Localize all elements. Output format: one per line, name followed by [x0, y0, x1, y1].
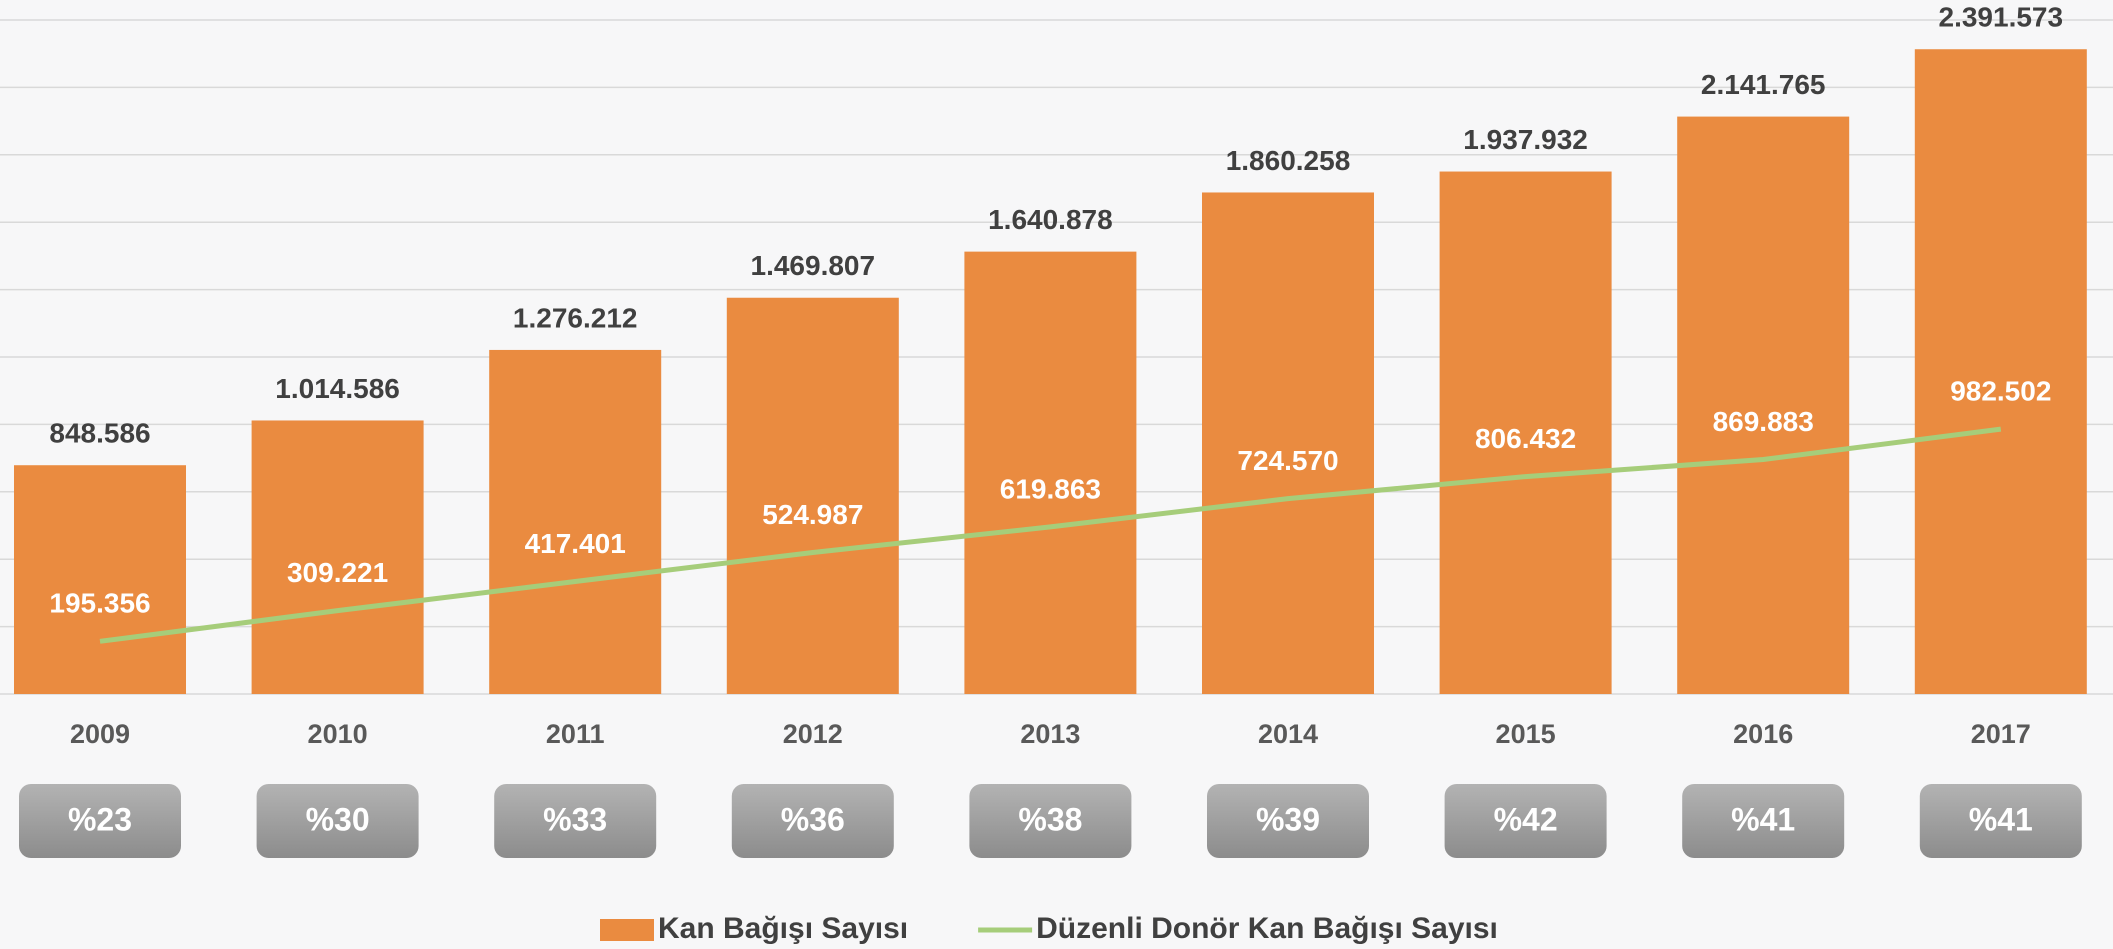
legend-label: Düzenli Donör Kan Bağışı Sayısı	[1036, 912, 1498, 945]
x-tick-label: 2015	[1496, 719, 1556, 749]
ratio-label: %39	[1256, 801, 1320, 837]
bar-value-label: 1.469.807	[751, 250, 876, 281]
line-value-label: 806.432	[1475, 423, 1576, 454]
bar	[14, 465, 186, 694]
ratio-badge	[969, 784, 1132, 858]
x-tick-label: 2012	[783, 719, 843, 749]
legend-swatch	[600, 919, 654, 941]
bar	[964, 251, 1137, 694]
x-tick-label: 2010	[308, 719, 368, 749]
bar-value-label: 1.640.878	[988, 204, 1113, 235]
bar-value-label: 848.586	[49, 418, 150, 449]
bar	[1677, 116, 1850, 695]
ratio-badge	[1682, 784, 1845, 858]
ratio-label: %30	[306, 801, 370, 837]
ratio-badge	[731, 784, 894, 858]
bar-value-label: 1.860.258	[1226, 145, 1351, 176]
legend-label: Kan Bağışı Sayısı	[658, 912, 908, 945]
ratio-label: %41	[1969, 801, 2033, 837]
bar-value-label: 1.014.586	[275, 373, 400, 404]
bar	[1202, 192, 1374, 695]
bar-value-label: 2.141.765	[1701, 69, 1826, 100]
ratio-badge	[1444, 784, 1607, 858]
ratio-badge	[19, 784, 181, 858]
bar	[1914, 49, 2087, 694]
ratio-badge	[1207, 784, 1369, 858]
bar-value-label: 1.937.932	[1463, 124, 1588, 155]
x-tick-label: 2014	[1258, 719, 1318, 749]
x-tick-label: 2016	[1733, 719, 1793, 749]
line-value-label: 724.570	[1237, 445, 1338, 476]
line-value-label: 417.401	[525, 528, 626, 559]
ratio-badge	[494, 784, 657, 858]
line-value-label: 619.863	[1000, 473, 1101, 504]
ratio-label: %41	[1731, 801, 1795, 837]
x-tick-label: 2013	[1020, 719, 1080, 749]
line-value-label: 195.356	[49, 588, 150, 619]
ratio-label: %36	[781, 801, 845, 837]
bar	[489, 349, 662, 694]
line	[99, 426, 2002, 644]
line-value-label: 869.883	[1713, 406, 1814, 437]
ratio-label: %23	[68, 801, 132, 837]
ratio-label: %42	[1494, 801, 1558, 837]
ratio-badge	[256, 784, 419, 858]
line-value-label: 524.987	[762, 499, 863, 530]
x-tick-label: 2011	[546, 719, 605, 749]
x-tick-label: 2009	[70, 719, 130, 749]
bar	[1439, 171, 1612, 694]
bar	[726, 297, 899, 694]
line-value-label: 309.221	[287, 557, 388, 588]
bar-value-label: 1.276.212	[513, 302, 638, 333]
line-value-label: 982.502	[1950, 376, 2051, 407]
ratio-label: %38	[1018, 801, 1082, 837]
x-tick-label: 2017	[1971, 719, 2031, 749]
bar-value-label: 2.391.573	[1939, 2, 2064, 33]
ratio-badge	[1919, 784, 2082, 858]
ratio-label: %33	[543, 801, 607, 837]
bar	[251, 420, 424, 694]
